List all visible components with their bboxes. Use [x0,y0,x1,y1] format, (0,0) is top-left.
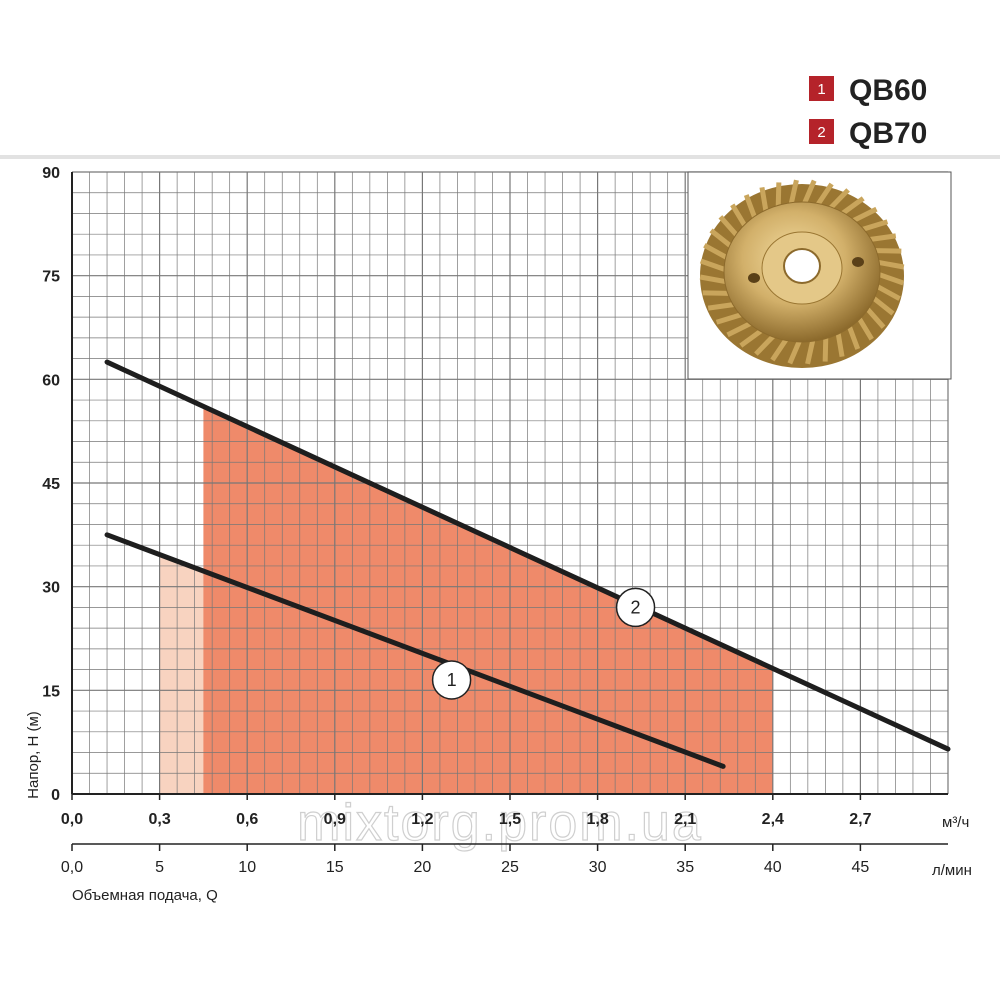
legend-number-1: 1 [817,81,825,98]
series-lines [104,359,951,769]
x-tick-label: 1,8 [586,811,608,828]
legend-label-qb70: QB70 [849,117,927,150]
curve-label-circle [431,660,472,700]
y-tick-label: 75 [42,269,60,286]
y-tick-label: 45 [42,476,60,493]
x2-tick-label: 20 [414,859,432,876]
y-axis-label: Напор, H (м) [25,711,42,799]
y-tick-label: 0 [51,787,60,804]
y-tick-label: 60 [42,372,60,389]
x2-tick-label: 0,0 [61,859,83,876]
x2-tick-label: 35 [676,859,694,876]
series-line-1 [104,532,726,769]
legend: 1 QB60 2 QB70 [809,74,927,150]
curve-label-2: 2 [631,597,641,617]
x2-tick-label: 45 [852,859,870,876]
curve-label-circle [615,587,656,628]
x-axis-label: Объемная подача, Q [72,887,218,904]
x-tick-label: 2,1 [674,811,696,828]
x-tick-label: 1,5 [499,811,521,828]
x2-tick-label: 5 [155,859,164,876]
curve-labels: 12 [431,587,656,700]
x2-tick-label: 25 [501,859,519,876]
legend-marker-2 [809,119,834,144]
series-line-2 [104,359,951,752]
y-tick-label: 90 [42,165,60,182]
curve-label-1: 1 [447,670,457,690]
x-tick-label: 0,0 [61,811,83,828]
x-unit-label: м³/ч [942,814,969,831]
x-tick-label: 2,7 [849,811,871,828]
x2-tick-label: 30 [589,859,607,876]
x-tick-label: 0,9 [324,811,346,828]
legend-label-qb60: QB60 [849,74,927,107]
operating-bands [159,406,773,794]
x-tick-label: 1,2 [411,811,433,828]
x2-unit-label: л/мин [932,862,972,879]
y-tick-label: 30 [42,580,60,597]
x2-tick-label: 10 [238,859,256,876]
band-2 [203,406,773,794]
watermark: mixtorg.prom.ua [297,794,703,852]
y-tick-label: 15 [42,683,60,700]
x-tick-label: 0,6 [236,811,258,828]
x2-tick-label: 15 [326,859,344,876]
x2-tick-label: 40 [764,859,782,876]
x-tick-label: 2,4 [762,811,784,828]
legend-marker-1 [809,76,834,101]
x-tick-label: 0,3 [148,811,170,828]
legend-number-2: 2 [817,124,825,141]
impeller-image [687,171,952,380]
